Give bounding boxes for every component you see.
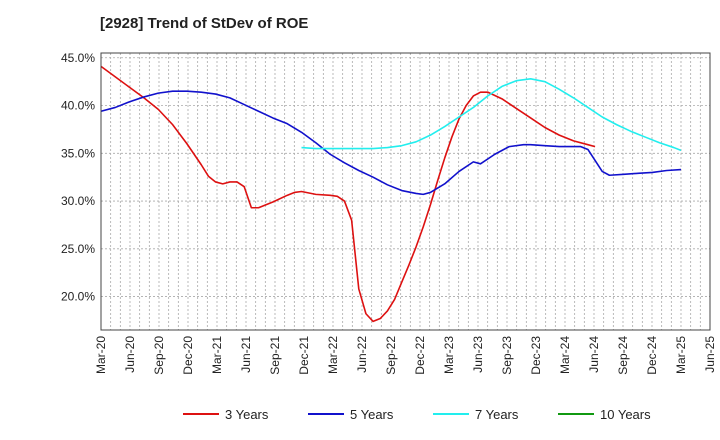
x-tick-label: Mar-21 <box>210 336 224 374</box>
x-tick-label: Sep-21 <box>268 336 282 375</box>
x-tick-label: Jun-23 <box>471 336 485 373</box>
x-tick-label: Dec-21 <box>297 336 311 375</box>
x-tick-label: Jun-25 <box>703 336 717 373</box>
chart-grid <box>101 53 710 330</box>
x-tick-label: Jun-21 <box>239 336 253 373</box>
legend-label: 5 Years <box>350 407 394 422</box>
legend-label: 10 Years <box>600 407 651 422</box>
x-tick-label: Dec-20 <box>181 336 195 375</box>
y-tick-label: 40.0% <box>61 99 95 113</box>
x-tick-label: Jun-20 <box>123 336 137 373</box>
legend-label: 7 Years <box>475 407 519 422</box>
chart-series-group <box>100 65 682 323</box>
x-tick-label: Jun-22 <box>355 336 369 373</box>
chart-legend: 3 Years 5 Years 7 Years 10 Years <box>183 407 651 422</box>
y-axis-ticks: 20.0% 25.0% 30.0% 35.0% 40.0% 45.0% <box>61 51 95 304</box>
x-tick-label: Dec-23 <box>529 336 543 375</box>
x-tick-label: Mar-23 <box>442 336 456 374</box>
x-tick-label: Jun-24 <box>587 336 601 373</box>
x-tick-label: Sep-20 <box>152 336 166 375</box>
series-line-5-years <box>100 90 682 196</box>
x-axis-ticks: Mar-20 Jun-20 Sep-20 Dec-20 Mar-21 Jun-21 Sep-… <box>94 336 717 375</box>
plot-frame <box>100 52 711 331</box>
y-tick-label: 25.0% <box>61 242 95 256</box>
y-tick-label: 20.0% <box>61 290 95 304</box>
x-tick-label: Dec-22 <box>413 336 427 375</box>
y-tick-label: 30.0% <box>61 194 95 208</box>
chart-title: [2928] Trend of StDev of ROE <box>100 15 308 32</box>
x-tick-label: Sep-22 <box>384 336 398 375</box>
x-tick-label: Mar-25 <box>674 336 688 374</box>
y-tick-label: 45.0% <box>61 51 95 65</box>
x-tick-label: Mar-22 <box>326 336 340 374</box>
x-tick-label: Mar-24 <box>558 336 572 374</box>
y-tick-label: 35.0% <box>61 146 95 160</box>
legend-label: 3 Years <box>225 407 269 422</box>
x-tick-label: Mar-20 <box>94 336 108 374</box>
x-tick-label: Dec-24 <box>645 336 659 375</box>
series-line-7-years <box>301 77 682 152</box>
x-tick-label: Sep-23 <box>500 336 514 375</box>
series-line-3-years <box>100 65 596 323</box>
x-tick-label: Sep-24 <box>616 336 630 375</box>
